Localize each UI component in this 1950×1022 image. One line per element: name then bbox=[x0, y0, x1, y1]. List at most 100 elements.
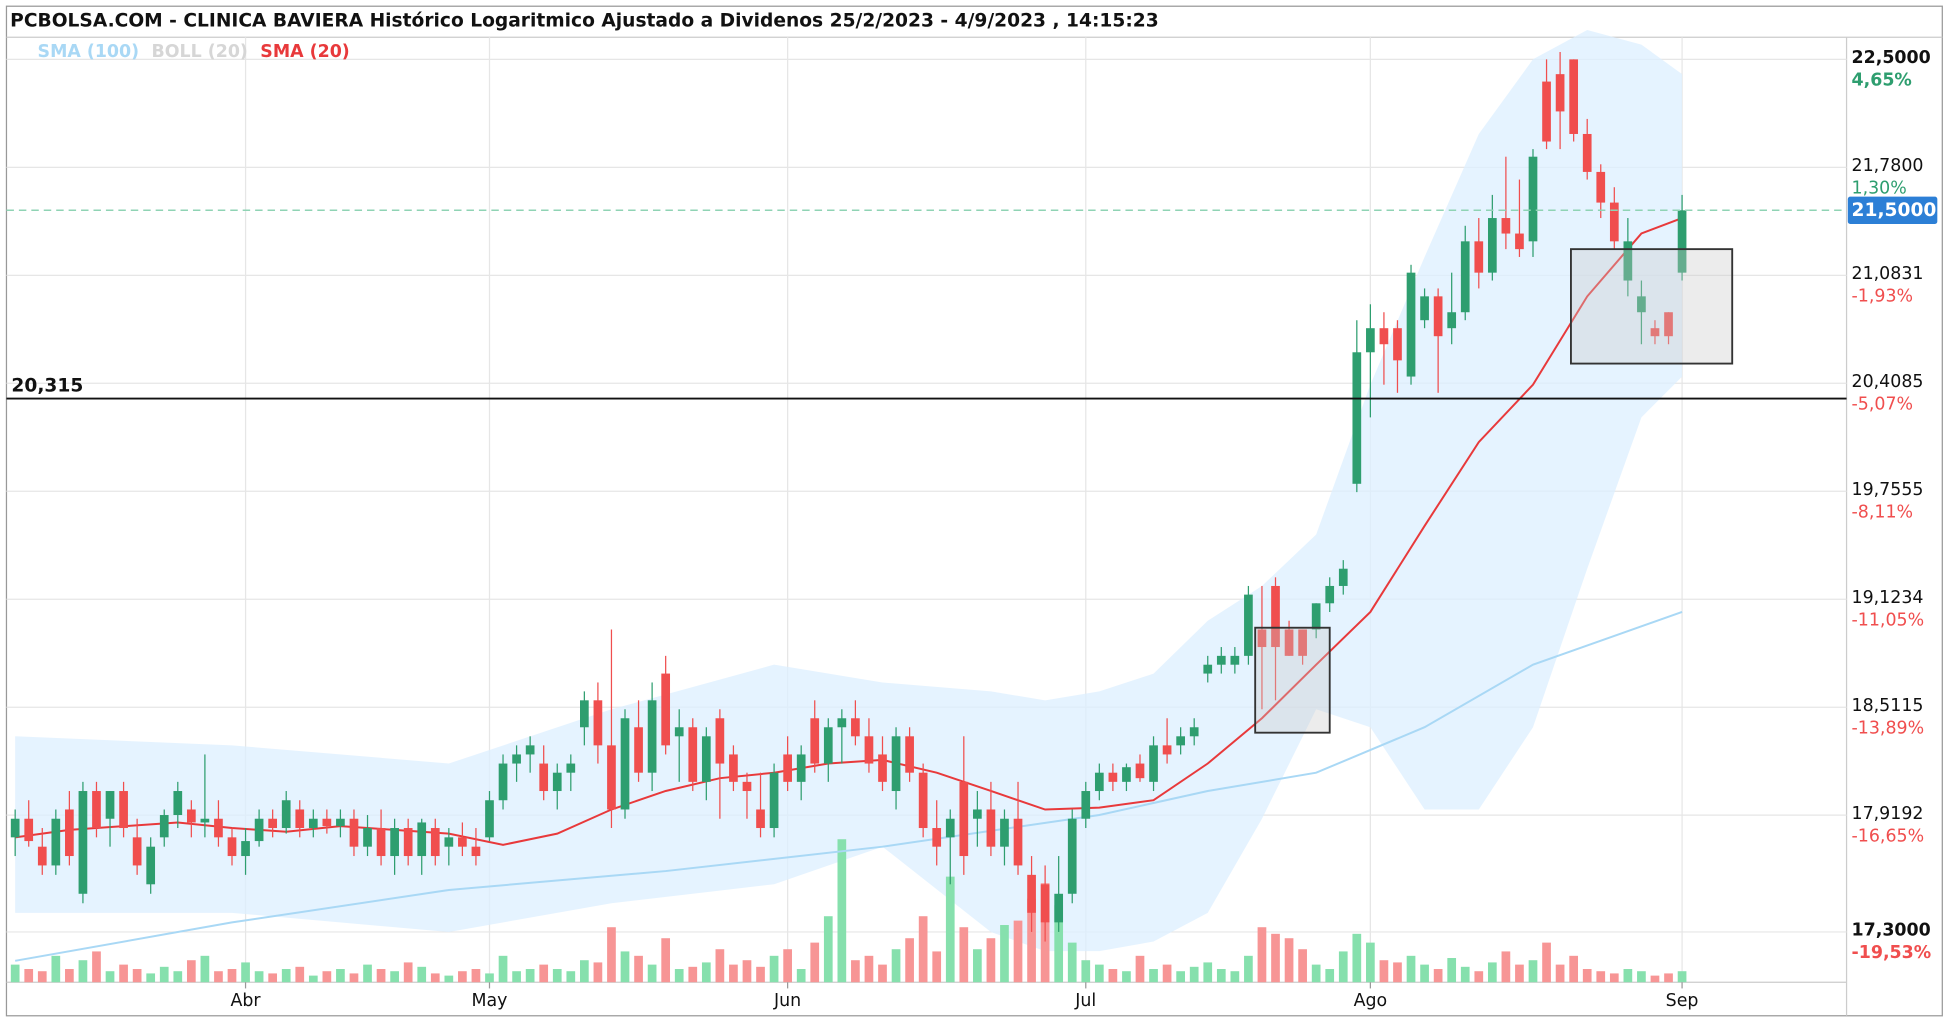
volume-bar bbox=[1013, 920, 1023, 983]
candle-body bbox=[1338, 568, 1348, 586]
candle-body bbox=[783, 754, 792, 782]
candle-body bbox=[159, 815, 169, 838]
candle-body bbox=[458, 837, 467, 847]
candle-body bbox=[1406, 272, 1416, 377]
candle-body bbox=[1203, 664, 1213, 674]
candle-body bbox=[444, 837, 454, 847]
candle-body bbox=[1609, 202, 1619, 242]
candle-body bbox=[1596, 171, 1606, 203]
volume-bar bbox=[92, 951, 101, 983]
candle-body bbox=[1257, 629, 1267, 648]
candle-body bbox=[1447, 312, 1457, 329]
candle-body bbox=[1487, 218, 1497, 273]
volume-bar bbox=[308, 975, 318, 983]
candle-body bbox=[756, 809, 765, 829]
volume-bar bbox=[851, 960, 860, 983]
volume-bar bbox=[715, 949, 725, 983]
candle-body bbox=[390, 828, 399, 857]
candle-body bbox=[1515, 233, 1524, 250]
volume-bar bbox=[1054, 905, 1064, 983]
x-tick-label: Ago bbox=[1354, 991, 1388, 1011]
candle-body bbox=[1298, 629, 1307, 656]
candle-body bbox=[1528, 156, 1538, 242]
candle-body bbox=[525, 745, 535, 755]
candle-body bbox=[336, 818, 345, 827]
volume-bar bbox=[186, 960, 196, 983]
candle-body bbox=[200, 818, 210, 823]
volume-bar bbox=[119, 964, 128, 983]
candle-body bbox=[905, 736, 914, 773]
volume-bar bbox=[1433, 969, 1443, 983]
candle-body bbox=[430, 828, 440, 857]
volume-bar bbox=[823, 916, 833, 983]
candle-body bbox=[634, 727, 643, 773]
y-tick-change-label: -13,89% bbox=[1852, 718, 1925, 738]
candle-body bbox=[1379, 328, 1389, 345]
candle-body bbox=[715, 718, 725, 764]
volume-bar bbox=[227, 969, 237, 983]
candle-body bbox=[363, 828, 372, 847]
candle-body bbox=[281, 800, 291, 829]
candle-body bbox=[1420, 296, 1429, 321]
volume-bar bbox=[1189, 966, 1199, 983]
candle-body bbox=[1569, 59, 1579, 134]
volume-bar bbox=[593, 962, 603, 983]
candle-body bbox=[268, 818, 278, 829]
volume-bar bbox=[51, 955, 61, 983]
candle-body bbox=[65, 809, 74, 857]
y-tick-label: 17,3000 bbox=[1852, 921, 1931, 941]
volume-bar bbox=[37, 971, 47, 983]
volume-bar bbox=[1000, 925, 1009, 983]
candle-body bbox=[1325, 585, 1335, 604]
volume-bar bbox=[512, 971, 521, 983]
candle-body bbox=[1013, 818, 1023, 866]
candle-body bbox=[119, 791, 128, 829]
volume-bar bbox=[580, 960, 589, 983]
x-tick-label: Sep bbox=[1666, 991, 1699, 1011]
x-tick-label: Jul bbox=[1074, 991, 1096, 1011]
volume-bar bbox=[390, 971, 399, 983]
volume-bar bbox=[363, 964, 372, 983]
candle-body bbox=[10, 818, 20, 838]
candle-body bbox=[796, 754, 806, 782]
volume-bar bbox=[1555, 964, 1565, 983]
candle-body bbox=[485, 800, 494, 838]
volume-bar bbox=[159, 966, 169, 983]
candle-body bbox=[173, 791, 183, 816]
candle-body bbox=[105, 791, 115, 819]
candle-body bbox=[1189, 727, 1199, 737]
volume-bar bbox=[1447, 958, 1457, 983]
candle-body bbox=[566, 763, 576, 773]
volume-bar bbox=[1338, 951, 1348, 983]
volume-bar bbox=[200, 955, 210, 983]
candle-body bbox=[620, 718, 630, 810]
volume-bar bbox=[78, 960, 88, 983]
volume-bar bbox=[241, 962, 250, 983]
candle-body bbox=[851, 718, 860, 737]
volume-bar bbox=[1366, 942, 1375, 983]
volume-bar bbox=[1257, 927, 1267, 983]
volume-bar bbox=[403, 962, 413, 983]
candle-body bbox=[295, 809, 305, 829]
y-tick-label: 18,5115 bbox=[1852, 696, 1924, 716]
candle-body bbox=[1067, 818, 1077, 894]
volume-bar bbox=[349, 973, 359, 983]
candle-body bbox=[214, 818, 223, 838]
y-tick-label: 21,7800 bbox=[1852, 156, 1924, 176]
chart-title: PCBOLSA.COM - CLINICA BAVIERA Histórico … bbox=[10, 11, 1159, 32]
volume-bar bbox=[1216, 969, 1226, 983]
last-price-tag bbox=[1847, 196, 1938, 224]
volume-bar bbox=[1406, 955, 1416, 983]
candle-body bbox=[498, 763, 508, 801]
volume-bar bbox=[1650, 975, 1660, 983]
candle-body bbox=[1352, 352, 1362, 484]
volume-bar bbox=[281, 969, 291, 983]
volume-bar bbox=[1609, 973, 1619, 983]
volume-bar bbox=[1379, 960, 1389, 983]
candle-body bbox=[1244, 594, 1253, 656]
legend-entry: SMA (100) bbox=[38, 42, 140, 62]
candle-body bbox=[945, 818, 955, 838]
plot: 20,315 bbox=[6, 29, 1847, 983]
y-tick-change-label: -5,07% bbox=[1852, 394, 1914, 414]
